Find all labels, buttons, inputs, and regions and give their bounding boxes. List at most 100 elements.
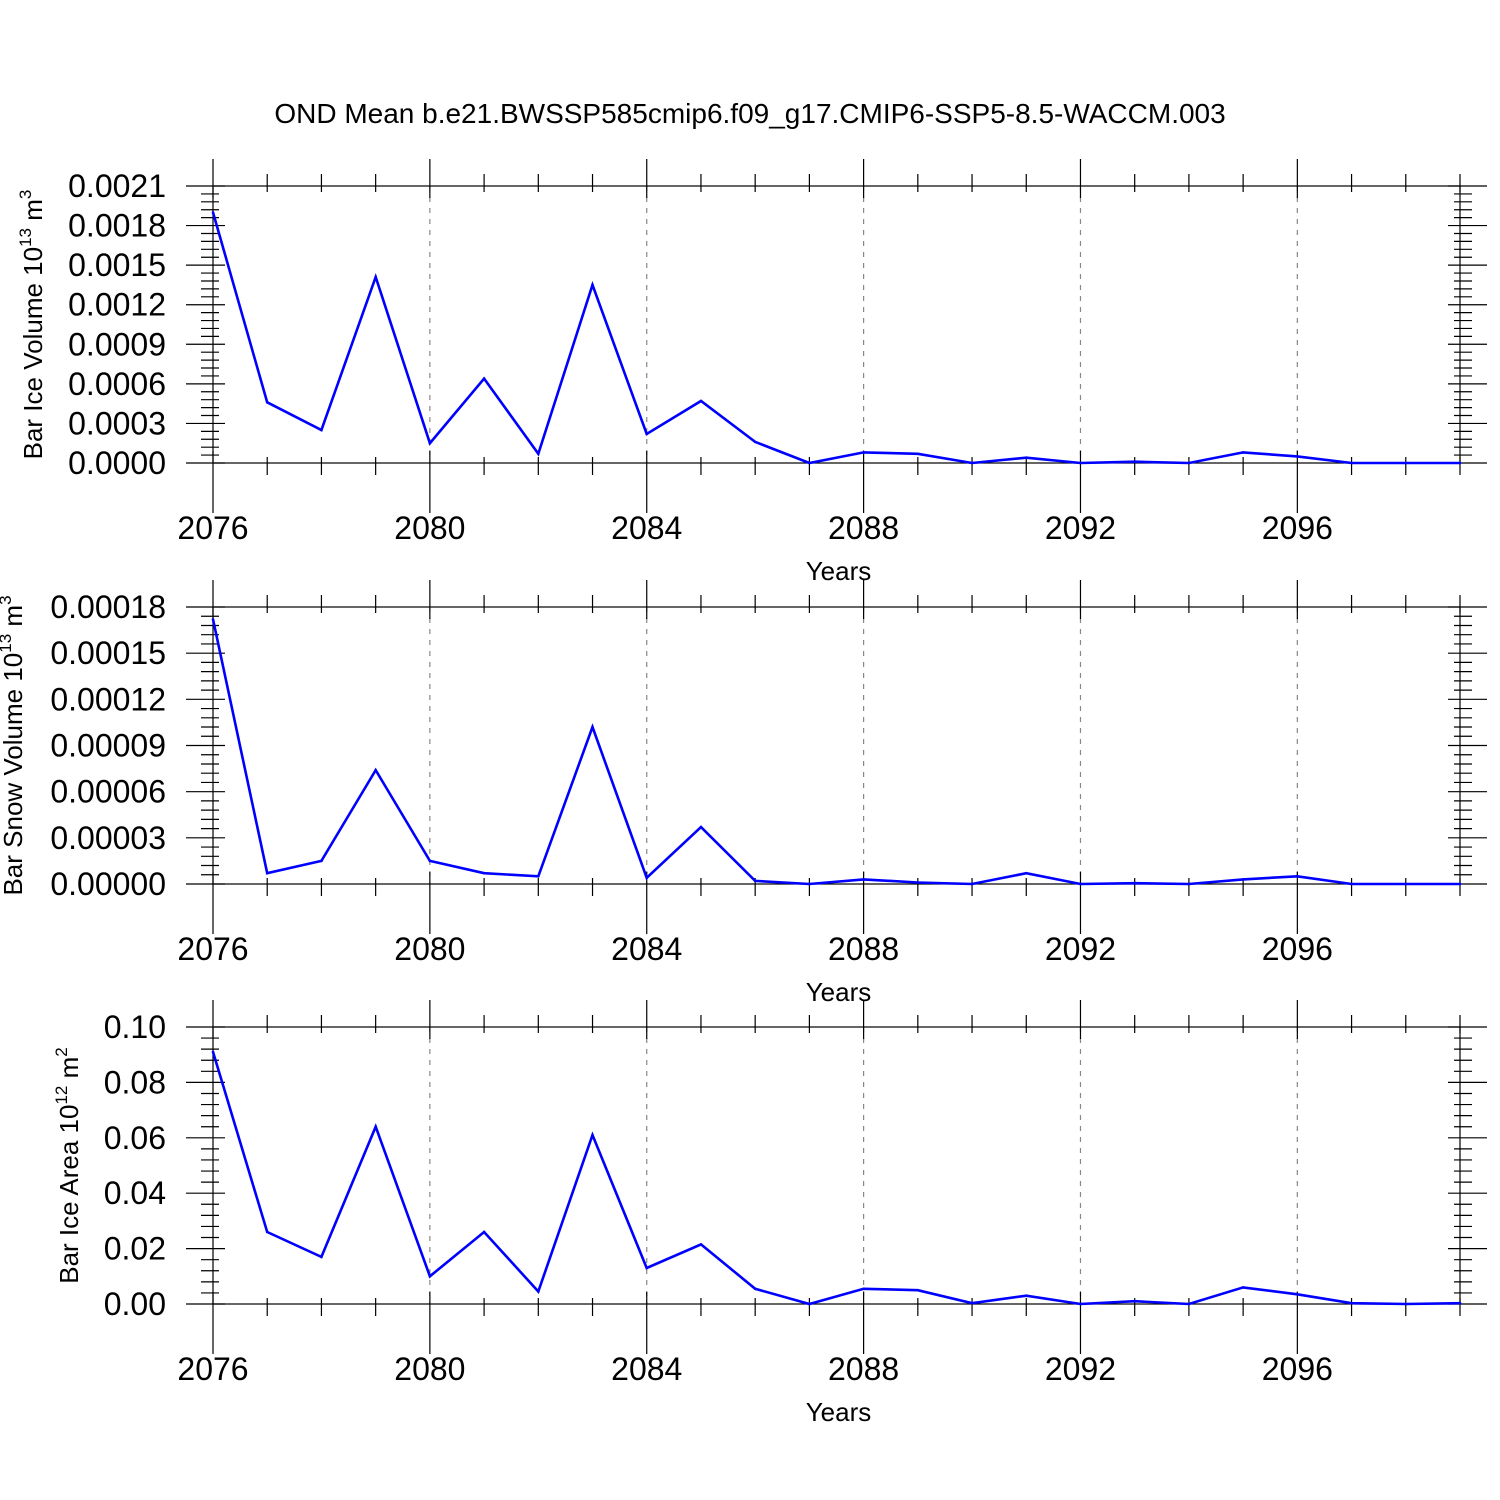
- y-tick-label: 0.10: [104, 1009, 166, 1045]
- y-tick-label: 0.0000: [68, 445, 166, 481]
- data-point: [374, 768, 377, 772]
- data-point: [1241, 878, 1245, 881]
- data-point: [265, 871, 269, 875]
- y-tick-label: 0.08: [104, 1064, 166, 1100]
- data-point: [320, 859, 323, 863]
- data-point: [699, 399, 703, 403]
- x-tick-label: 2076: [177, 1351, 248, 1387]
- y-axis-label-exponent: 12: [52, 1086, 71, 1105]
- data-point: [211, 1050, 215, 1054]
- data-point: [1296, 455, 1299, 458]
- x-tick-label: 2088: [828, 510, 899, 546]
- y-tick-label: 0.00015: [50, 635, 166, 671]
- data-point: [808, 882, 811, 886]
- x-tick-label: 2096: [1262, 510, 1333, 546]
- y-tick-label: 0.0018: [68, 208, 166, 244]
- panels: 2076 2080 2084 2088 2092 2096Years0.00000.000…: [0, 159, 1487, 1427]
- data-point: [320, 1255, 323, 1259]
- data-point: [320, 428, 323, 432]
- data-point: [1296, 1293, 1299, 1296]
- y-tick-label: 0.0006: [68, 366, 166, 402]
- y-tick-label: 0.00: [104, 1286, 166, 1322]
- y-axis-label: Bar Ice Area 1012 m2: [52, 1047, 84, 1284]
- data-point: [1241, 451, 1245, 454]
- y-axis-label-unit-exponent: 2: [52, 1047, 71, 1056]
- y-tick-label: 0.00003: [50, 820, 166, 856]
- data-point: [862, 878, 865, 881]
- y-tick-label: 0.0015: [68, 247, 166, 283]
- data-point: [591, 1133, 594, 1137]
- data-point: [1024, 1294, 1028, 1297]
- data-point: [699, 825, 703, 829]
- data-point: [428, 859, 432, 863]
- data-point: [537, 452, 540, 456]
- data-point: [537, 1290, 540, 1293]
- data-point: [862, 451, 865, 454]
- data-point: [591, 283, 594, 287]
- data-point: [862, 1287, 865, 1291]
- y-tick-label: 0.0009: [68, 326, 166, 362]
- y-axis-label: Bar Ice Volume 1013 m3: [16, 190, 48, 460]
- x-tick-label: 2080: [394, 1351, 465, 1387]
- x-axis-label: Years: [806, 1397, 872, 1427]
- data-point: [1187, 882, 1191, 886]
- data-point: [699, 1243, 703, 1246]
- data-point: [1187, 461, 1191, 465]
- plot-frame: [212, 1026, 1461, 1305]
- y-axis-label-unit: m: [0, 605, 28, 634]
- data-point: [1458, 461, 1462, 465]
- x-tick-label: 2076: [177, 931, 248, 967]
- data-point: [970, 882, 974, 886]
- data-point: [970, 1301, 974, 1305]
- x-tick-label: 2096: [1262, 1351, 1333, 1387]
- y-axis-label-exponent: 13: [16, 228, 35, 247]
- data-point: [482, 1230, 486, 1234]
- y-axis-label-unit: m: [54, 1057, 84, 1086]
- data-point: [808, 461, 811, 465]
- data-point: [1458, 882, 1462, 886]
- data-point: [753, 879, 757, 883]
- data-point: [1133, 1299, 1136, 1303]
- x-tick-label: 2092: [1045, 510, 1116, 546]
- data-point: [1350, 1301, 1353, 1305]
- y-tick-label: 0.04: [104, 1175, 166, 1211]
- data-point: [537, 875, 540, 878]
- data-point: [808, 1302, 811, 1306]
- chart-panel-1: 2076 2080 2084 2088 2092 2096 Years 0.0000 0.000…: [16, 159, 1487, 586]
- plot-frame: [212, 185, 1461, 464]
- x-axis-label: Years: [806, 556, 872, 586]
- data-point: [753, 1287, 757, 1291]
- x-tick-label: 2096: [1262, 931, 1333, 967]
- data-point: [1079, 882, 1082, 886]
- data-point: [1133, 881, 1136, 885]
- data-point: [428, 1275, 432, 1278]
- data-point: [970, 461, 974, 465]
- data-point: [1350, 882, 1353, 886]
- data-point: [1079, 461, 1082, 465]
- data-point: [428, 441, 432, 445]
- y-tick-label: 0.00006: [50, 774, 166, 810]
- data-point: [374, 275, 377, 279]
- data-point: [1404, 882, 1408, 886]
- data-point: [1458, 1301, 1462, 1305]
- data-point: [1079, 1302, 1082, 1306]
- data-point: [1133, 460, 1136, 463]
- series-line: [211, 619, 1460, 886]
- y-tick-label: 0.00009: [50, 728, 166, 764]
- data-point: [482, 377, 486, 380]
- x-tick-label: 2092: [1045, 931, 1116, 967]
- x-tick-label: 2088: [828, 931, 899, 967]
- x-axis-label: Years: [806, 977, 872, 1007]
- y-tick-label: 0.0003: [68, 405, 166, 441]
- x-tick-label: 2080: [394, 931, 465, 967]
- data-point: [1296, 875, 1299, 878]
- y-tick-label: 0.00000: [50, 866, 166, 902]
- series-line: [211, 212, 1460, 465]
- data-point: [1024, 456, 1028, 460]
- y-axis-label: Bar Snow Volume 1013 m3: [0, 595, 28, 895]
- series-line: [211, 1051, 1461, 1306]
- y-tick-label: 0.00018: [50, 589, 166, 625]
- chart-panel-3: 2076 2080 2084 2088 2092 2096 Years 0.00 0.02 0.0…: [52, 1000, 1487, 1427]
- y-axis-label-exponent: 13: [0, 634, 15, 653]
